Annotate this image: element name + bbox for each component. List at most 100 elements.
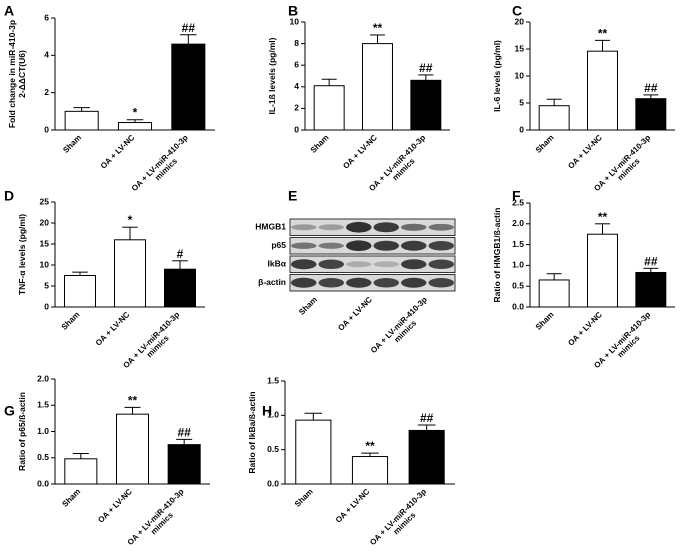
y-tick-label: 15 [515,43,525,53]
significance-label: ** [365,439,375,453]
blot-band [373,277,399,288]
y-tick-label: 15 [40,238,50,248]
y-tick-label: 0.5 [512,280,524,290]
bar [167,444,201,485]
y-tick-label: 5 [519,97,524,107]
y-axis-label: IL-6 levels (pg/ml) [492,40,502,112]
y-tick-label: 0.5 [267,444,279,454]
y-tick-label: 10 [515,70,525,80]
x-tick-label: Sham [534,133,556,155]
blot-band [291,259,317,270]
significance-label: ** [373,21,383,35]
blot-band [346,261,372,268]
blot-band [428,259,454,270]
blot-band [318,277,344,288]
x-tick-label: OA + LV-miR-410-3p [369,295,429,355]
x-tick-label: OA + LV-miR-410-3p [121,310,181,370]
x-tick-label: OA + LV-NC [566,310,604,348]
x-tick-label-group: Sham [293,487,315,509]
blot-band [291,277,317,288]
y-axis-label: Ratio of IkBa/ß-actin [247,391,257,473]
y-tick-label: 2 [294,103,299,113]
blot-band [373,222,399,233]
significance-label: # [177,247,184,261]
bar [64,458,98,485]
bar [538,105,570,131]
bar [538,279,570,308]
y-tick-label: 1.0 [37,426,49,436]
panel-letter: A [4,3,14,19]
x-tick-label: OA + LV-NC [341,133,379,171]
y-tick-label: 5 [44,280,49,290]
blot-band [291,242,317,250]
x-tick-label: OA + LV-NC [96,487,134,525]
row-label: IkBα [268,259,287,269]
bar [313,85,345,131]
y-tick-label: 1.5 [37,400,49,410]
y-tick-label: 0.0 [267,478,279,488]
x-tick-label-group: Sham [534,133,556,155]
blot-band [401,259,427,270]
bar [115,413,150,485]
y-tick-label: 20 [515,16,525,26]
x-tick-label-group: OA + LV-NC [566,133,604,171]
x-tick-label: Sham [309,133,331,155]
x-tick-label: Sham [60,310,82,332]
y-tick-label: 2.0 [37,373,49,383]
x-tick-label: Sham [60,487,82,509]
panel-letter: D [4,188,14,204]
y-tick-label: 25 [40,196,50,206]
bar [64,275,96,308]
y-axis-label: 2-ΔΔCT(U6) [17,50,27,98]
significance-label: * [128,213,133,227]
panel-letter: G [4,403,15,419]
blot-band [428,240,454,251]
x-tick-label: OA + LV-miR-410-3p [368,487,428,547]
y-tick-label: 0 [44,124,49,134]
x-tick-label: Sham [293,487,315,509]
y-tick-label: 10 [40,259,50,269]
significance-label: ## [419,61,433,75]
x-tick-label-group: Sham [309,133,331,155]
blot-band [401,277,427,288]
blot-band [428,223,454,231]
y-tick-label: 0.5 [37,452,49,462]
y-axis-label: TNF-α levels (pg/ml) [17,214,27,295]
x-tick-label: OA + LV-NC [566,133,604,171]
significance-label: ** [598,26,608,40]
blot-band [291,224,317,231]
bar [117,122,153,131]
blot-band [346,221,372,233]
x-tick-label-group: OA + LV-NC [341,133,379,171]
x-tick-label: OA + LV-NC [334,487,372,525]
blot-band [318,259,344,270]
x-tick-label: Sham [61,133,83,155]
bar [64,110,99,131]
significance-label: ## [182,21,196,35]
x-tick-label-group: OA + LV-NC [94,310,132,348]
row-label: HMGB1 [255,222,286,232]
x-tick-label-group: OA + LV-NC [334,487,372,525]
x-tick-label-group: Sham [534,310,556,332]
y-axis-label: IL-1ß levels (pg/ml) [267,37,277,114]
bar [164,268,196,308]
significance-label: ** [128,393,138,407]
panel-letter: E [288,188,297,204]
significance-label: ## [644,254,658,268]
y-tick-label: 0.0 [37,478,49,488]
y-axis-label: Ratio of HMGB1/ß-actin [492,208,502,303]
row-label: β-actin [258,277,286,287]
bar [362,43,393,131]
y-tick-label: 8 [294,38,299,48]
significance-label: ## [420,411,434,425]
y-tick-label: 0 [519,124,524,134]
x-tick-label-group: Sham [60,487,82,509]
y-tick-label: 4 [44,50,49,60]
y-tick-label: 2.0 [512,218,524,228]
